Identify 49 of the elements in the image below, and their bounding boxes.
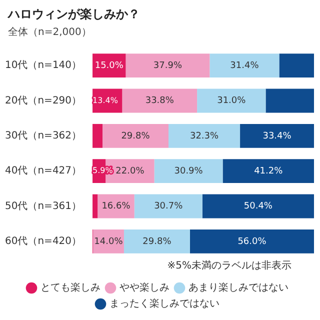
bar (126, 54, 210, 78)
data-label: 33.4% (262, 131, 292, 142)
data-label: 50.4% (244, 202, 273, 212)
data-label: 29.8% (121, 131, 150, 142)
y-tick-label: 50代（n=361） (4, 200, 82, 212)
data-label: 37.9% (153, 60, 182, 71)
y-tick-label: 10代（n=140） (4, 60, 82, 72)
data-label: 41.2% (254, 166, 284, 176)
bar (279, 54, 314, 78)
y-tick-label: 40代（n=427） (4, 166, 82, 177)
bar (92, 124, 102, 148)
data-label: 29.8% (142, 236, 172, 247)
chart-title: ハロウィンが楽しみか？ (8, 6, 141, 23)
bar (168, 124, 240, 148)
bar (210, 54, 280, 78)
bar (134, 194, 202, 218)
y-tick-label: 20代（n=290） (4, 95, 82, 106)
data-label: 31.4% (230, 60, 260, 71)
bar (102, 124, 168, 148)
data-label: 22.0% (116, 166, 145, 176)
bar (190, 229, 314, 254)
bar (202, 194, 314, 218)
bar (122, 88, 198, 113)
data-label: 13.4% (92, 96, 118, 105)
legend-label: とても楽しみ (40, 282, 100, 294)
text: ※5%未満のラベルは非表示 (167, 260, 292, 272)
bar (222, 159, 314, 184)
y-tick-label: 60代（n=420） (4, 236, 82, 248)
data-label: 16.6% (102, 202, 131, 212)
data-label: 31.0% (217, 96, 246, 106)
bar (154, 159, 223, 184)
data-label: 30.7% (154, 202, 184, 212)
data-label: 56.0% (238, 236, 267, 247)
bar (92, 194, 98, 218)
bar (92, 229, 124, 254)
data-label: 30.9% (174, 166, 204, 176)
chart-subtitle: 全体（n=2,000） (8, 26, 92, 39)
bar (266, 88, 314, 113)
legend-label: やや楽しみ (120, 282, 170, 294)
data-label: 14.0% (94, 236, 124, 247)
legend-label: まったく楽しみではない (110, 298, 220, 310)
bar (124, 229, 190, 254)
data-label: 33.8% (145, 96, 174, 106)
bar (240, 124, 314, 148)
data-label: 15.0% (94, 60, 124, 71)
y-tick-label: 30代（n=362） (4, 130, 82, 142)
bar (197, 88, 266, 113)
legend-label: あまり楽しみではない (188, 282, 288, 294)
data-label: 32.3% (190, 131, 220, 142)
